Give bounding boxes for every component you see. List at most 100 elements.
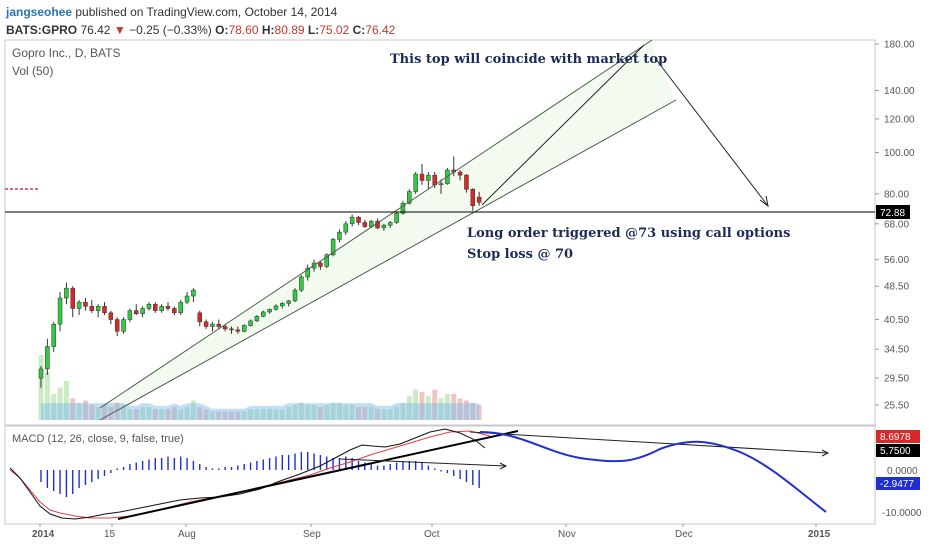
macd-hist-bar	[249, 462, 252, 470]
volume-bar	[152, 409, 158, 420]
macd-hist-bar	[478, 470, 480, 488]
candle	[426, 172, 431, 190]
candle-body	[394, 213, 399, 223]
macd-hist-bar	[192, 461, 195, 470]
candle-body	[413, 173, 418, 192]
candle-body	[235, 329, 241, 332]
candle	[153, 302, 158, 313]
macd-hist-bar	[72, 470, 74, 494]
volume-bar	[457, 398, 463, 420]
volume-bar	[336, 402, 342, 420]
macd-hist-bar	[256, 461, 258, 470]
volume-bar	[63, 381, 69, 420]
quote-line: BATS:GPRO 76.42 ▼ −0.25 (−0.33%) O:78.60…	[6, 23, 395, 37]
volume-bar	[209, 411, 215, 420]
candle-body	[165, 306, 171, 309]
author-link[interactable]: jangseohee	[6, 5, 73, 19]
chart-header: jangseohee published on TradingView.com,…	[0, 0, 932, 40]
candle-body	[400, 203, 406, 214]
volume-bars	[38, 355, 482, 420]
projection-arrowhead	[759, 195, 769, 208]
macd-trend-arrowhead	[821, 449, 830, 457]
candle-body	[70, 287, 75, 309]
candle	[191, 288, 196, 303]
candle	[305, 264, 310, 281]
candle	[273, 304, 279, 311]
volume-bar	[349, 404, 355, 420]
macd-hist-bar	[160, 458, 163, 470]
candle	[203, 319, 209, 329]
volume-bar	[375, 409, 381, 420]
macd-pane[interactable]	[4, 425, 876, 525]
volume-bar	[279, 409, 285, 420]
macd-hist-bar	[78, 470, 80, 488]
macd-hist-bar	[84, 470, 87, 485]
candle	[57, 292, 63, 332]
candle	[261, 310, 266, 318]
volume-bar	[356, 407, 361, 420]
volume-bar	[248, 409, 254, 420]
open-value: 78.60	[228, 23, 259, 37]
candle	[45, 338, 50, 375]
volume-bar	[95, 407, 101, 420]
candle-body	[64, 287, 69, 299]
candle-body	[349, 216, 355, 225]
volume-ma-area	[41, 403, 480, 420]
annotation-top: This top will coincide with market top	[390, 52, 667, 67]
macd-label: MACD (12, 26, close, 9, false, true)	[12, 433, 184, 445]
open-label: O:	[215, 23, 229, 37]
candle-body	[222, 326, 228, 330]
candle	[292, 288, 298, 303]
candle-body	[292, 289, 298, 302]
candle	[197, 310, 202, 327]
histogram-trend-arrowhead	[499, 462, 508, 470]
volume-bar	[381, 409, 387, 420]
candle-body	[388, 222, 393, 226]
candle	[337, 229, 342, 243]
volume-bar	[324, 404, 330, 420]
candle-body	[178, 301, 183, 314]
candle-body	[95, 306, 101, 311]
candle	[146, 302, 152, 311]
candle-body	[337, 231, 342, 240]
macd-hist-bar	[211, 468, 214, 470]
candle	[216, 319, 222, 329]
candle	[419, 164, 425, 185]
published-text: published on TradingView.com, October 14…	[75, 5, 338, 19]
volume-bar	[82, 400, 88, 420]
price-axis-tick: 25.50	[884, 401, 909, 412]
channel-upper-line	[99, 39, 653, 409]
volume-bar	[241, 411, 247, 420]
candle-body	[248, 320, 253, 326]
macd-hist-bar	[440, 470, 442, 472]
candle-body	[153, 303, 158, 311]
macd-hist-bar	[268, 458, 271, 470]
price-pane[interactable]	[4, 39, 876, 426]
price-axis-tick: 140.00	[884, 86, 915, 97]
volume-bar	[102, 404, 107, 420]
candle	[178, 300, 183, 316]
volume-bar	[121, 404, 127, 420]
candle-body	[324, 254, 329, 267]
macd-trend-line-down	[469, 431, 829, 454]
macd-hist-bar	[383, 465, 385, 470]
candle-body	[261, 311, 266, 317]
macd-hist-bar	[167, 456, 169, 470]
volume-bar	[292, 404, 298, 420]
candle	[51, 321, 56, 352]
time-axis-tick: 15	[104, 529, 116, 540]
macd-hist-bar	[154, 458, 156, 470]
macd-hist-bar	[53, 470, 55, 491]
macd-hist-bar	[122, 467, 125, 470]
chart-title: Gopro Inc., D, BATS	[12, 46, 120, 60]
last-price-tag-bg	[876, 205, 910, 219]
macd-hist-bar	[91, 470, 93, 482]
volume-bar	[76, 402, 82, 420]
price-axis-tick: 40.50	[884, 315, 909, 326]
histogram-trend-line	[339, 458, 507, 467]
volume-bar	[273, 409, 279, 420]
candle	[64, 282, 69, 305]
macd-hist-bar	[275, 456, 277, 470]
volume-bar	[470, 402, 476, 420]
